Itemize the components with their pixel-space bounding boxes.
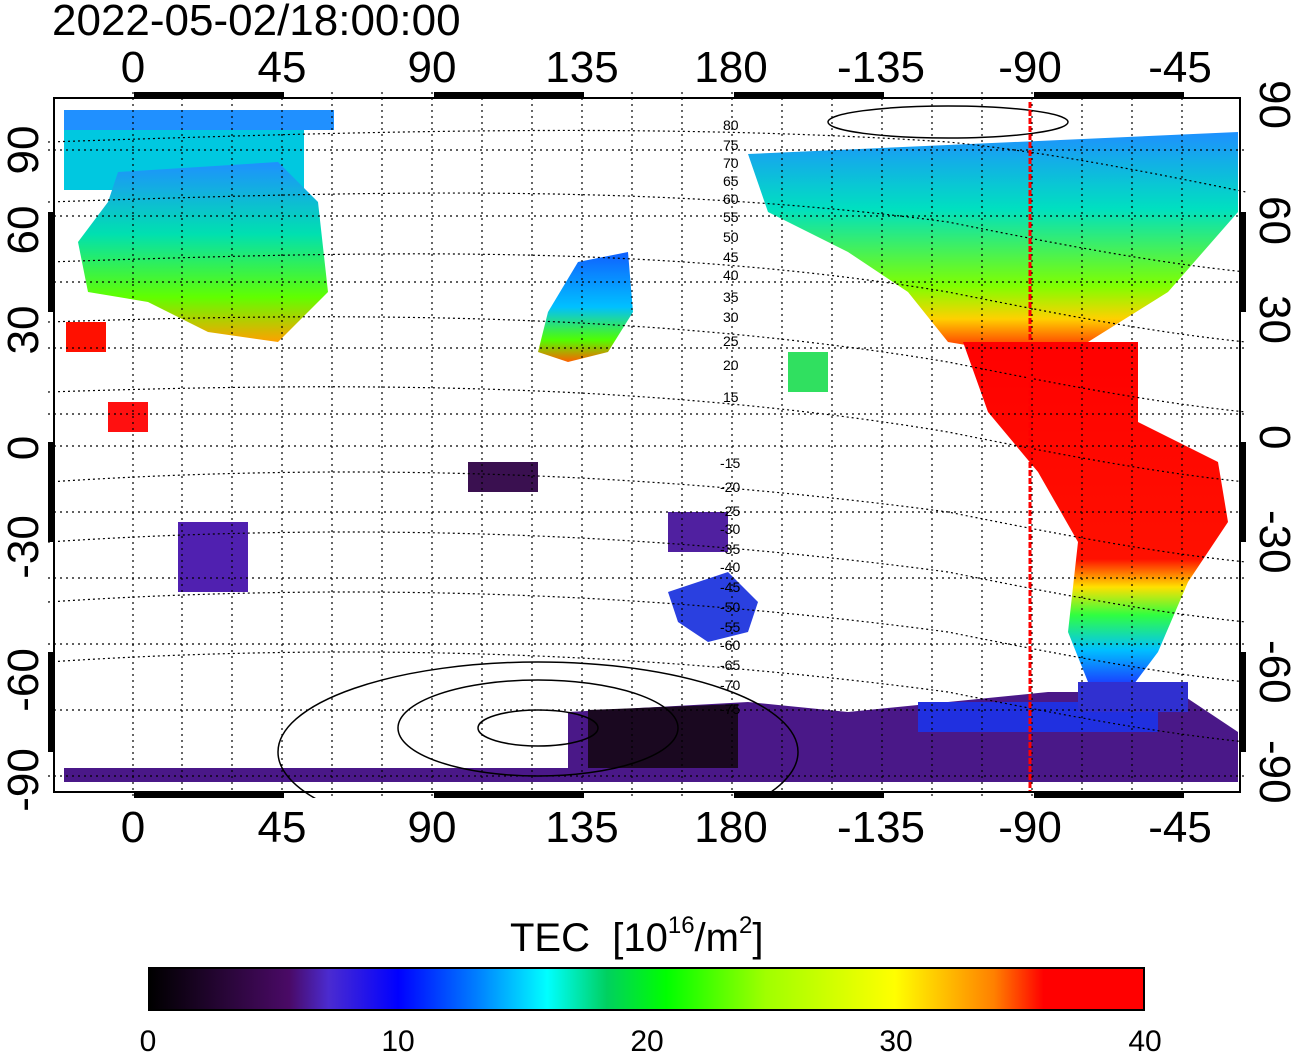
contour-label: 75	[723, 137, 739, 153]
colorbar-tick: 30	[879, 1025, 913, 1058]
contour-label: 60	[723, 191, 739, 207]
colorbar-unit-prefix: [10	[612, 916, 668, 960]
contour-label: 40	[723, 267, 739, 283]
lat-tick-left: -30	[0, 515, 48, 579]
colorbar-unit-exp: 16	[667, 912, 695, 939]
contour-label: 55	[723, 209, 739, 225]
colorbar-title-text: TEC	[510, 916, 590, 960]
lon-tick-top: 45	[257, 43, 307, 92]
contour-label: -70	[720, 677, 740, 693]
contour-label: -30	[720, 521, 740, 537]
lat-tick-right: -30	[1250, 510, 1294, 574]
contour-label: 15	[723, 389, 739, 405]
lon-tick-bottom: -90	[998, 803, 1062, 852]
contour-label: 50	[723, 229, 739, 245]
lat-tick-left: -60	[0, 648, 48, 712]
lat-tick-left: 0	[0, 435, 48, 461]
lon-tick-bottom: 90	[407, 803, 457, 852]
lat-tick-left: -90	[0, 748, 48, 812]
lon-tick-top: 0	[120, 43, 146, 92]
lon-tick-top: 90	[407, 43, 457, 92]
lon-tick-top: 135	[545, 43, 619, 92]
contour-label: -40	[720, 559, 740, 575]
timestamp: 2022-05-02/18:00:00	[52, 0, 461, 45]
colorbar-tick: 0	[139, 1025, 157, 1058]
lon-tick-bottom: -45	[1148, 803, 1212, 852]
contour-label: 65	[723, 173, 739, 189]
contour-label: 35	[723, 289, 739, 305]
contour-label: 20	[723, 357, 739, 373]
lat-tick-right: 30	[1250, 295, 1294, 344]
contour-label: -50	[720, 599, 740, 615]
contour-label: 45	[723, 249, 739, 265]
contour-label: 70	[723, 155, 739, 171]
tec-map: 80 75 70 65 60 55 50 45 40 35 30 25 20 1…	[48, 92, 1246, 798]
lon-tick-top: -45	[1148, 43, 1212, 92]
colorbar-tick: 40	[1128, 1025, 1162, 1058]
grid	[48, 92, 1246, 798]
lat-tick-right: 60	[1250, 196, 1294, 245]
contour-label: 30	[723, 309, 739, 325]
contour-label: -75	[720, 701, 740, 717]
lat-tick-right: -90	[1250, 740, 1294, 804]
contour-labels: 80 75 70 65 60 55 50 45 40 35 30 25 20 1…	[720, 117, 740, 717]
colorbar-unit-mid: /m	[694, 916, 739, 960]
contour-label: -60	[720, 637, 740, 653]
lat-tick-left: 30	[0, 305, 48, 355]
lat-tick-right: 90	[1250, 80, 1294, 129]
colorbar-unit-exp2: 2	[738, 912, 753, 939]
lon-tick-bottom: 0	[120, 803, 146, 852]
colorbar-unit-suffix: ]	[752, 916, 764, 960]
lat-tick-right: -60	[1250, 640, 1294, 704]
contour-label: -55	[720, 619, 740, 635]
lon-tick-top: 180	[694, 43, 768, 92]
lon-tick-bottom: 45	[257, 803, 307, 852]
contour-label: -25	[720, 503, 740, 519]
contours	[48, 129, 1246, 743]
contour-label: 80	[723, 117, 739, 133]
lon-tick-bottom: 135	[545, 803, 619, 852]
colorbar-tick: 10	[381, 1025, 415, 1058]
colorbar	[148, 967, 1145, 1011]
lat-tick-right: 0	[1250, 425, 1294, 449]
tec-data	[64, 110, 1238, 782]
lon-tick-bottom: -135	[836, 803, 926, 852]
axis-scale-bars	[48, 92, 1246, 798]
lat-tick-left: 60	[0, 205, 48, 255]
colorbar-title: TEC [1016/m2]	[510, 902, 763, 962]
lon-tick-top: -90	[998, 43, 1062, 92]
contour-label: -35	[720, 541, 740, 557]
contour-label: -15	[720, 455, 740, 471]
lon-tick-bottom: 180	[694, 803, 768, 852]
contour-label: -65	[720, 657, 740, 673]
contour-label: -45	[720, 579, 740, 595]
colorbar-tick: 20	[630, 1025, 664, 1058]
contour-label: 25	[723, 333, 739, 349]
contour-label: -20	[720, 479, 740, 495]
lat-tick-left: 90	[0, 125, 48, 175]
lon-tick-top: -135	[836, 43, 926, 92]
